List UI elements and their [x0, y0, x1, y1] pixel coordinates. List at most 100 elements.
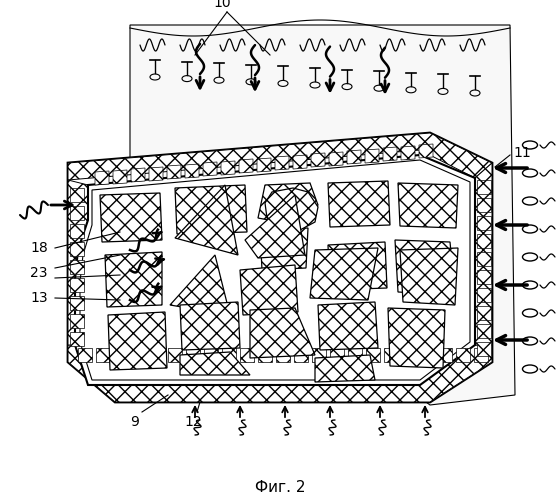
Polygon shape	[456, 348, 470, 362]
Polygon shape	[329, 152, 343, 166]
Polygon shape	[384, 348, 398, 362]
Polygon shape	[477, 270, 491, 284]
Polygon shape	[180, 302, 240, 350]
Polygon shape	[328, 181, 390, 227]
Polygon shape	[383, 147, 397, 161]
Polygon shape	[180, 352, 250, 375]
Polygon shape	[400, 248, 458, 305]
Polygon shape	[168, 348, 182, 362]
Polygon shape	[80, 160, 470, 380]
Polygon shape	[265, 188, 318, 230]
Polygon shape	[203, 162, 217, 176]
Polygon shape	[474, 348, 488, 362]
Polygon shape	[68, 345, 492, 402]
Polygon shape	[250, 308, 315, 358]
Polygon shape	[330, 348, 344, 362]
Polygon shape	[477, 216, 491, 230]
Polygon shape	[477, 342, 491, 356]
Polygon shape	[75, 155, 475, 385]
Polygon shape	[275, 156, 289, 170]
Polygon shape	[100, 193, 162, 242]
Polygon shape	[70, 332, 84, 346]
Polygon shape	[475, 163, 492, 345]
Text: 18: 18	[30, 241, 48, 255]
Polygon shape	[240, 348, 254, 362]
Text: 12: 12	[184, 415, 202, 429]
Polygon shape	[68, 133, 492, 402]
Polygon shape	[78, 348, 92, 362]
Text: 23: 23	[30, 266, 48, 280]
Polygon shape	[260, 228, 308, 270]
Text: Фиг. 2: Фиг. 2	[255, 480, 305, 494]
Polygon shape	[222, 348, 236, 362]
Polygon shape	[170, 255, 230, 315]
Polygon shape	[150, 348, 164, 362]
Polygon shape	[315, 355, 375, 382]
Polygon shape	[70, 206, 84, 220]
Polygon shape	[186, 348, 200, 362]
Polygon shape	[366, 348, 380, 362]
Polygon shape	[388, 308, 445, 368]
Text: 11: 11	[513, 146, 531, 160]
Polygon shape	[312, 348, 326, 362]
Polygon shape	[240, 265, 298, 315]
Polygon shape	[293, 155, 307, 169]
Polygon shape	[477, 306, 491, 320]
Polygon shape	[204, 348, 218, 362]
Polygon shape	[185, 164, 199, 178]
Polygon shape	[108, 312, 167, 370]
Polygon shape	[70, 296, 84, 310]
Polygon shape	[398, 183, 458, 228]
Polygon shape	[477, 180, 491, 194]
Polygon shape	[276, 348, 290, 362]
Polygon shape	[365, 149, 379, 163]
Polygon shape	[70, 278, 84, 292]
Polygon shape	[477, 288, 491, 302]
Polygon shape	[477, 252, 491, 266]
Polygon shape	[175, 185, 238, 255]
Polygon shape	[245, 195, 305, 258]
Text: 13: 13	[30, 291, 48, 305]
Polygon shape	[114, 348, 128, 362]
Polygon shape	[258, 183, 318, 225]
Text: 10: 10	[213, 0, 231, 10]
Polygon shape	[70, 242, 84, 256]
Polygon shape	[70, 188, 84, 202]
Polygon shape	[149, 167, 163, 181]
Polygon shape	[419, 144, 433, 158]
Polygon shape	[328, 242, 387, 290]
Text: 9: 9	[130, 415, 139, 429]
Polygon shape	[311, 153, 325, 167]
Polygon shape	[258, 348, 272, 362]
Polygon shape	[401, 146, 415, 160]
Polygon shape	[221, 161, 235, 175]
Polygon shape	[477, 198, 491, 212]
Polygon shape	[131, 168, 145, 182]
Polygon shape	[395, 240, 455, 295]
Polygon shape	[70, 224, 84, 238]
Polygon shape	[167, 165, 181, 179]
Polygon shape	[175, 185, 247, 234]
Polygon shape	[438, 348, 452, 362]
Polygon shape	[96, 348, 110, 362]
Polygon shape	[294, 348, 308, 362]
Polygon shape	[257, 158, 271, 172]
Polygon shape	[310, 248, 378, 300]
Polygon shape	[318, 302, 378, 350]
Polygon shape	[348, 348, 362, 362]
Polygon shape	[347, 150, 361, 164]
Polygon shape	[239, 159, 253, 173]
Polygon shape	[402, 348, 416, 362]
Polygon shape	[68, 133, 492, 180]
Polygon shape	[420, 348, 434, 362]
Polygon shape	[132, 348, 146, 362]
Polygon shape	[477, 324, 491, 338]
Polygon shape	[113, 170, 127, 184]
Polygon shape	[70, 260, 84, 274]
Polygon shape	[130, 25, 515, 405]
Polygon shape	[70, 314, 84, 328]
Polygon shape	[95, 171, 109, 185]
Polygon shape	[105, 252, 162, 307]
Polygon shape	[68, 180, 88, 345]
Polygon shape	[477, 234, 491, 248]
